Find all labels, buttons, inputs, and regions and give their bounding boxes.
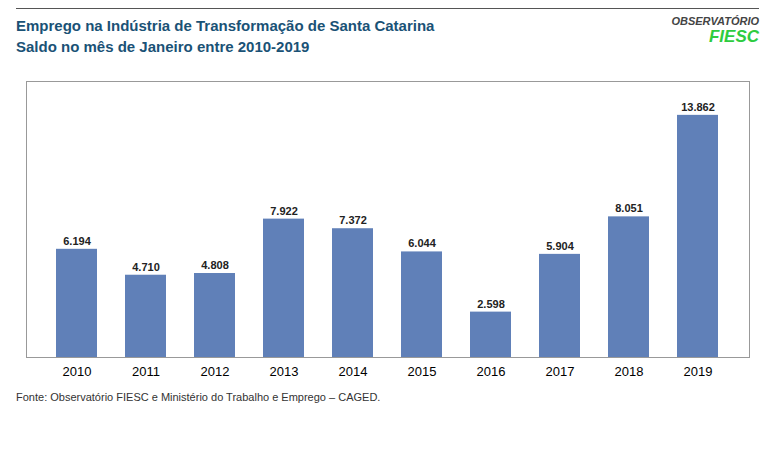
svg-text:2.598: 2.598: [477, 298, 505, 310]
svg-text:2011: 2011: [132, 364, 160, 379]
svg-text:2015: 2015: [408, 364, 437, 379]
svg-text:6.044: 6.044: [408, 237, 436, 249]
svg-text:4.808: 4.808: [201, 259, 229, 271]
svg-text:6.194: 6.194: [63, 235, 91, 247]
svg-text:2017: 2017: [546, 364, 575, 379]
html-text:Fonte: Observatório FIESC e Mi: Fonte: Observatório FIESC e Ministério d…: [16, 391, 381, 403]
svg-text:7.372: 7.372: [339, 214, 367, 226]
svg-text:2010: 2010: [63, 364, 92, 379]
svg-text:2014: 2014: [339, 364, 368, 379]
svg-text:7.922: 7.922: [270, 205, 298, 217]
html-text:Saldo no mês de Janeiro entre: Saldo no mês de Janeiro entre 2010-2019: [16, 38, 310, 55]
svg-text:2019: 2019: [684, 364, 713, 379]
html-text:Emprego na Indústria de Transf: Emprego na Indústria de Transformação de…: [16, 17, 435, 34]
svg-text:13.862: 13.862: [681, 101, 715, 113]
svg-text:8.051: 8.051: [615, 202, 643, 214]
svg-text:2016: 2016: [477, 364, 506, 379]
svg-text:4.710: 4.710: [132, 261, 160, 273]
html-text:OBSERVATÓRIO: OBSERVATÓRIO: [671, 15, 759, 27]
svg-text:2013: 2013: [270, 364, 299, 379]
svg-text:2018: 2018: [615, 364, 644, 379]
svg-text:5.904: 5.904: [546, 240, 574, 252]
html-text:FIESC: FIESC: [708, 27, 759, 46]
svg-text:2012: 2012: [201, 364, 230, 379]
